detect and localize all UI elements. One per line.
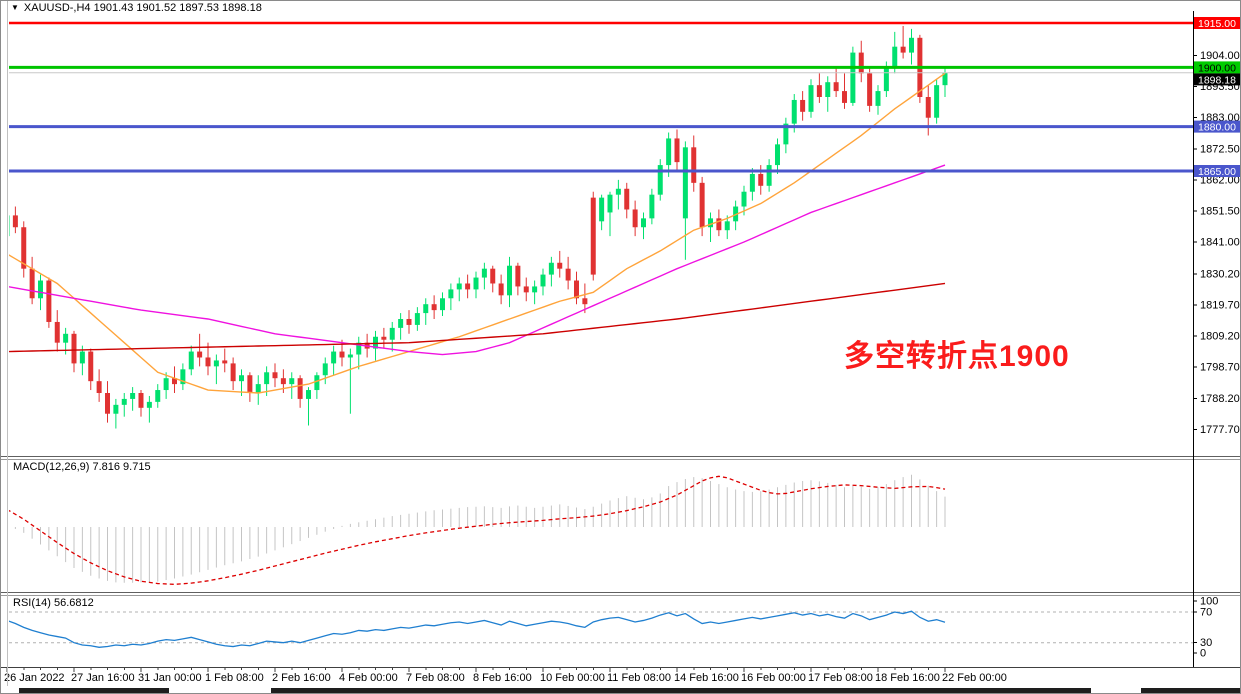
price-tick-label: 1872.50 — [1200, 143, 1240, 155]
rsi-tick-label: 70 — [1200, 607, 1212, 619]
price-panel[interactable] — [5, 21, 1194, 429]
rsi-panel[interactable] — [7, 610, 1193, 648]
macd-signal-line — [9, 475, 946, 585]
price-tick-label: 1841.00 — [1200, 237, 1240, 249]
rsi-tick-label: 30 — [1200, 637, 1212, 649]
price-tick-label: 1809.20 — [1200, 331, 1240, 343]
ma-fast-orange[interactable] — [7, 72, 946, 394]
ma-mid-magenta[interactable] — [7, 164, 946, 356]
rsi-tick-label: 100 — [1200, 596, 1218, 608]
rsi-tick-label: 0 — [1200, 648, 1206, 660]
price-tick-label: 1830.20 — [1200, 269, 1240, 281]
bottom-bar-segment — [1141, 688, 1240, 693]
x-axis-label: 14 Feb 16:00 — [674, 672, 739, 684]
bottom-bar-segment — [271, 688, 1091, 693]
x-axis-label: 11 Feb 08:00 — [607, 672, 671, 684]
symbol-ohlc-text: XAUUSD-,H4 1901.43 1901.52 1897.53 1898.… — [23, 2, 262, 14]
x-axis-label: 2 Feb 16:00 — [272, 672, 331, 684]
price-tick-label: 1904.00 — [1200, 50, 1240, 62]
rsi-line — [9, 610, 946, 648]
x-axis-label: 8 Feb 16:00 — [473, 672, 532, 684]
price-tick-label: 1862.00 — [1200, 174, 1240, 186]
svg-text:1900.00: 1900.00 — [1198, 62, 1236, 74]
svg-text:1865.00: 1865.00 — [1198, 166, 1236, 178]
price-tick-label: 1819.70 — [1200, 300, 1240, 312]
price-tick-label: 1798.70 — [1200, 362, 1240, 374]
rsi-indicator-label: RSI(14) 56.6812 — [13, 597, 94, 609]
macd-indicator-label: MACD(12,26,9) 7.816 9.715 — [13, 461, 151, 473]
x-axis-label: 22 Feb 00:00 — [942, 672, 1007, 684]
price-tick-label: 1788.20 — [1200, 393, 1240, 405]
time-axis: 26 Jan 2022 27 Jan 16:00 31 Jan 00:00 1 Feb… — [4, 668, 1007, 684]
x-axis-label: 7 Feb 08:00 — [406, 672, 465, 684]
x-axis-label: 16 Feb 00:00 — [741, 672, 806, 684]
chart-title: ▼ XAUUSD-,H4 1901.43 1901.52 1897.53 1898… — [11, 2, 262, 14]
bottom-bar-segment — [19, 688, 169, 693]
symbol-dropdown-icon[interactable]: ▼ — [11, 3, 19, 12]
x-axis-label: 26 Jan 2022 — [4, 672, 65, 684]
price-badge-1915.00[interactable]: 1915.00 — [1194, 17, 1241, 30]
svg-text:1915.00: 1915.00 — [1198, 18, 1236, 30]
price-badge-1900.00[interactable]: 1900.00 — [1194, 61, 1241, 74]
price-badge-1865.00[interactable]: 1865.00 — [1194, 165, 1241, 178]
x-axis-label: 31 Jan 00:00 — [138, 672, 202, 684]
price-badge-1880.00[interactable]: 1880.00 — [1194, 120, 1241, 134]
svg-text:1880.00: 1880.00 — [1198, 122, 1236, 134]
x-axis-label: 1 Feb 08:00 — [205, 672, 264, 684]
x-axis-label: 17 Feb 08:00 — [808, 672, 873, 684]
price-badge-1898.18[interactable]: 1898.18 — [1194, 73, 1241, 86]
x-axis-label: 10 Feb 00:00 — [540, 672, 605, 684]
ma-slow-darkred[interactable] — [7, 282, 946, 353]
svg-text:1898.18: 1898.18 — [1198, 74, 1236, 86]
x-axis-label: 4 Feb 00:00 — [339, 672, 398, 684]
x-axis-label: 27 Jan 16:00 — [71, 672, 135, 684]
macd-panel[interactable] — [7, 474, 946, 585]
price-tick-label: 1777.70 — [1200, 424, 1240, 436]
price-tick-label: 1851.50 — [1200, 205, 1240, 217]
chart-annotation-text[interactable]: 多空转折点1900 — [844, 340, 1070, 373]
x-axis-label: 18 Feb 16:00 — [875, 672, 940, 684]
